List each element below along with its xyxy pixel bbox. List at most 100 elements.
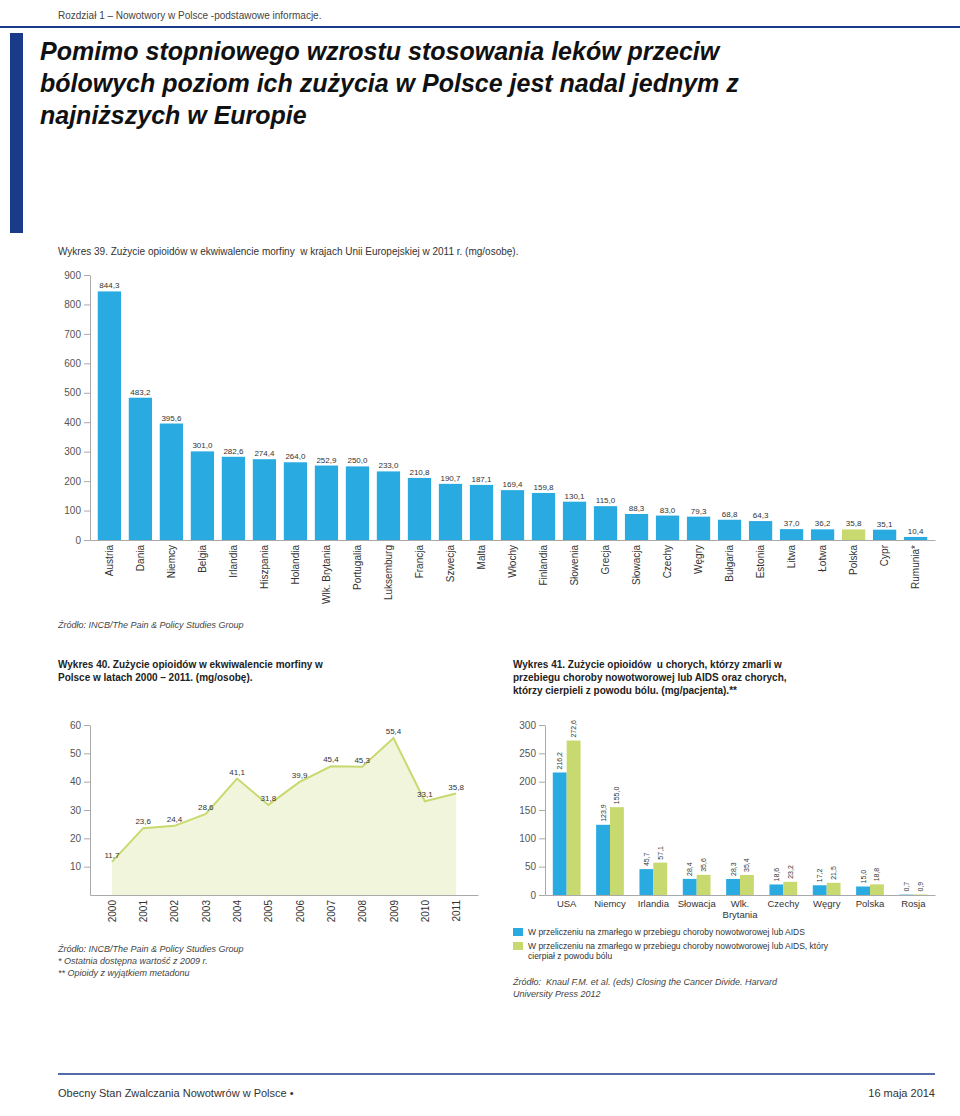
tick: Wlk.Brytania [723,898,759,920]
tick-label: Słowacja [678,898,717,909]
data-label: 23,6 [135,817,151,826]
tick-label: 300 [64,446,81,457]
data-label: 169,4 [502,480,523,489]
chart-title-line: Polsce w latach 2000 – 2011. (mg/osobę). [58,672,253,683]
tick-label: 2005 [263,900,274,923]
bar [870,884,884,895]
tick-label: Czechy [767,898,799,909]
bar [639,869,653,895]
tick-label: 700 [64,329,81,340]
data-label: 35,1 [877,520,893,529]
tick: Łotwa [817,545,828,572]
tick: 250 [519,748,545,759]
data-label: 115,0 [596,496,616,505]
axis-line [545,726,546,896]
tick: 2000 [107,895,118,922]
tick: 20 [70,833,90,844]
data-labels: 11,723,624,428,641,131,839,945,445,355,4… [104,727,464,860]
tick-label-line: Czechy [767,898,799,909]
data-label: 272,6 [570,720,577,738]
tick: 300 [519,720,545,731]
data-label: 483,2 [130,388,151,397]
tick-label: Grecja [600,545,611,575]
bar [653,863,667,895]
tick-label: 300 [519,720,536,731]
bar [315,466,338,540]
tick-mark [84,275,90,276]
chart-title: Wykres 41. Zużycie opioidów u chorych, k… [513,659,787,696]
x-axis: AustriaDaniaNiemcyBelgiaIrlandiaHiszpani… [91,541,936,604]
tick: Niemcy [594,898,626,909]
tick: 50 [525,861,545,872]
data-label: 45,7 [643,852,650,866]
tick-mark [539,895,545,896]
tick: Grecja [600,545,611,575]
tick-label: 2011 [451,900,462,922]
tick: 600 [64,358,90,369]
tick: 2010 [420,895,431,922]
tick-mark [539,867,545,868]
tick: Rumunia* [910,545,921,589]
tick-mark [84,422,90,423]
data-label: 41,1 [229,768,245,777]
bar [160,424,183,540]
data-label: 274,4 [254,449,275,458]
tick: Cypr [879,544,890,566]
data-label: 252,9 [316,456,337,465]
bar [553,772,567,895]
source: Źródło: INCB/The Pain & Policy Studies G… [57,944,244,954]
line [112,738,456,862]
source: Źródło: INCB/The Pain & Policy Studies G… [57,620,244,630]
series [567,741,928,895]
tick-mark [539,838,545,839]
bar [594,506,617,540]
source: * Ostatnia dostępna wartość z 2009 r. [58,956,208,966]
tick: 30 [70,805,90,816]
tick: Irlandia [638,898,670,909]
tick-label: 2001 [138,900,149,923]
data-label: 187,1 [471,475,492,484]
bar [873,530,896,540]
tick-label: 2008 [357,900,368,923]
tick-mark [84,725,90,726]
tick-label: Węgry [813,898,841,909]
data-label: 216,2 [556,752,563,770]
tick-label-line: Brytania [723,909,759,920]
chart: 050100150200250300USANiemcyIrlandiaSłowa… [513,720,936,961]
bar [377,471,400,540]
tick: Polska [856,898,885,909]
tick-label: 2006 [295,900,306,923]
tick-label: 500 [64,387,81,398]
chart-title-line: Wykres 41. Zużycie opioidów u chorych, k… [513,659,782,670]
legend-label-line: cierpiał z powodu bólu [528,951,612,961]
page-title: Pomimo stopniowego wzrostu stosowania le… [40,37,739,129]
tick-label: 2003 [201,900,212,923]
bar [532,493,555,540]
tick-label: 10 [70,861,82,872]
page-title-line: Pomimo stopniowego wzrostu stosowania le… [40,37,721,65]
title-bar [10,33,23,233]
page-svg: Rozdział 1 – Nowotwory w Polsce -podstaw… [0,0,960,1116]
tick-label: 600 [64,358,81,369]
tick-label-line: Niemcy [594,898,626,909]
data-label: 130,1 [565,492,586,501]
tick: 0 [75,535,90,546]
bar [129,398,152,540]
tick-label: 60 [70,720,82,731]
tick-mark [84,393,90,394]
tick-mark [84,782,90,783]
y-axis: 050100150200250300 [519,720,545,901]
data-label: 17,2 [816,869,823,883]
tick-mark [539,810,545,811]
axis-line [546,895,936,896]
bar [904,537,927,540]
tick: Słowacja [631,545,642,585]
tick-label: 100 [64,505,81,516]
tick: 400 [64,417,90,428]
tick: Węgry [813,898,841,909]
tick-mark [84,753,90,754]
tick: Holandia [290,545,301,585]
tick: USA [557,898,577,909]
legend-label: W przeliczeniu na zmarłego w przebiegu c… [528,927,805,937]
data-label: 35,4 [743,858,750,872]
